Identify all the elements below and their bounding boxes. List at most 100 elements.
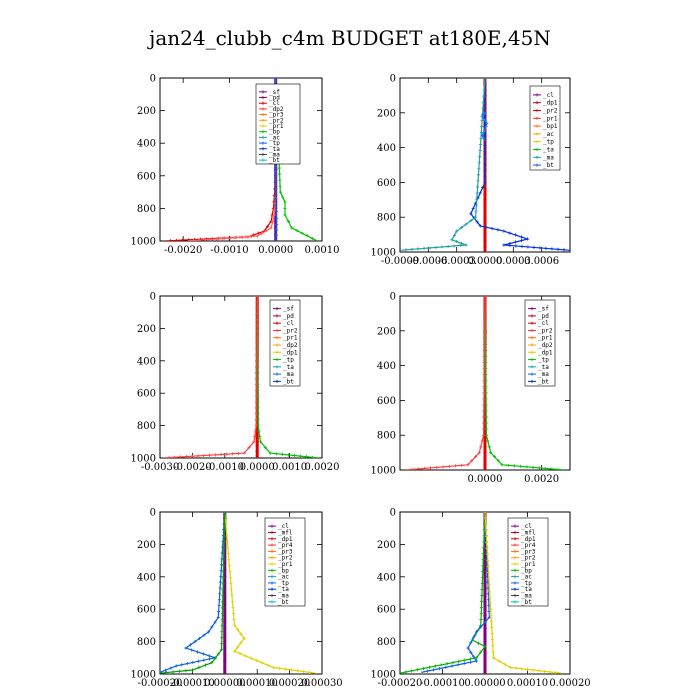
legend-label: _tp [538, 357, 549, 364]
series-point [483, 192, 487, 196]
series-point [490, 637, 495, 642]
series-point [556, 467, 560, 470]
y-tick-label: 1000 [131, 237, 156, 248]
series-point [479, 650, 483, 654]
legend-label: _ma [543, 154, 554, 161]
legend-marker [530, 372, 534, 376]
series-point [519, 464, 523, 468]
series-point [305, 455, 309, 458]
legend-marker [535, 93, 539, 97]
legend-label: _bt [543, 162, 554, 169]
series-point [222, 558, 226, 562]
legend-label: _dp1 [543, 100, 558, 107]
series-point [305, 234, 309, 238]
series-point [483, 659, 487, 663]
series-point [255, 317, 259, 322]
series-point [482, 546, 486, 550]
y-tick-label: 1000 [131, 454, 156, 465]
series-point [274, 172, 278, 176]
series-point [226, 546, 230, 550]
series-point [502, 243, 506, 247]
series-point [482, 534, 486, 538]
series-point [274, 178, 278, 182]
series-point [228, 576, 233, 580]
legend-label: _dp1 [521, 536, 536, 543]
series-point [459, 241, 463, 245]
series-point [483, 607, 487, 611]
series-point [184, 455, 188, 458]
series-point [455, 229, 459, 233]
series-point [483, 562, 487, 566]
legend-label: _pr1 [538, 335, 553, 342]
series-point [215, 237, 219, 241]
legend-marker [535, 101, 539, 105]
series-point [492, 455, 497, 459]
series-point [482, 427, 486, 431]
series-point [218, 592, 222, 596]
series-point [307, 670, 312, 674]
y-tick-label: 1000 [131, 670, 156, 681]
series-point [227, 564, 232, 568]
legend-label: _bp [521, 567, 532, 574]
y-tick-label: 0 [150, 508, 156, 519]
x-tick-label: 0.0020 [305, 462, 340, 473]
series-point [470, 459, 474, 463]
series-point [480, 587, 484, 592]
series-point [221, 600, 225, 604]
series-point [490, 631, 494, 636]
series-point [238, 652, 242, 656]
series-group [163, 296, 319, 458]
legend-marker [535, 116, 539, 120]
series-point [197, 238, 201, 241]
series-point [483, 204, 487, 208]
series-point [525, 237, 530, 241]
x-tick-label: 0.0006 [524, 256, 559, 267]
legend-marker [261, 147, 265, 151]
series-point [274, 190, 278, 194]
series-point [196, 454, 200, 458]
panel-1: 0 200 400 600 800 1000 -0.0020 -0.0010 0.0000 0.0… [131, 74, 340, 257]
legend-label: _bp [278, 567, 289, 574]
series-point [274, 78, 278, 80]
series-point [472, 655, 476, 659]
series-point [274, 203, 278, 207]
series-point [482, 403, 486, 407]
series-line-tp [421, 512, 490, 673]
series-point [229, 587, 234, 592]
legend-marker [513, 524, 517, 528]
series-point [483, 581, 487, 585]
series-point [218, 580, 223, 584]
series-point [483, 162, 487, 166]
series-point [480, 124, 484, 129]
series-point [177, 669, 182, 673]
series-point [440, 245, 444, 249]
series-point [295, 669, 300, 673]
x-tick-label: 0.0010 [272, 462, 307, 473]
plot-frame [159, 295, 323, 459]
series-point [404, 670, 408, 674]
series-point [483, 516, 487, 520]
series-point [278, 184, 282, 188]
series-point [477, 161, 481, 165]
legend-label: _dp2 [283, 342, 298, 349]
legend-marker [270, 593, 274, 598]
legend-marker [275, 343, 279, 347]
legend-marker [270, 575, 274, 579]
series-point [271, 665, 275, 670]
y-tick-label: 0 [390, 74, 396, 85]
series-point [254, 424, 258, 428]
series-point [220, 642, 224, 646]
legend-marker [261, 152, 265, 157]
series-point [483, 330, 487, 334]
series-point [219, 574, 223, 578]
legend-marker [513, 593, 517, 598]
series-point [274, 166, 278, 170]
y-tick-label: 600 [377, 178, 396, 189]
series-point [257, 231, 261, 235]
series-point [537, 466, 541, 470]
legend-marker [275, 350, 279, 354]
series-line-cl [163, 296, 258, 458]
series-point [519, 238, 524, 243]
series-point [222, 552, 226, 556]
series-point [255, 335, 259, 339]
